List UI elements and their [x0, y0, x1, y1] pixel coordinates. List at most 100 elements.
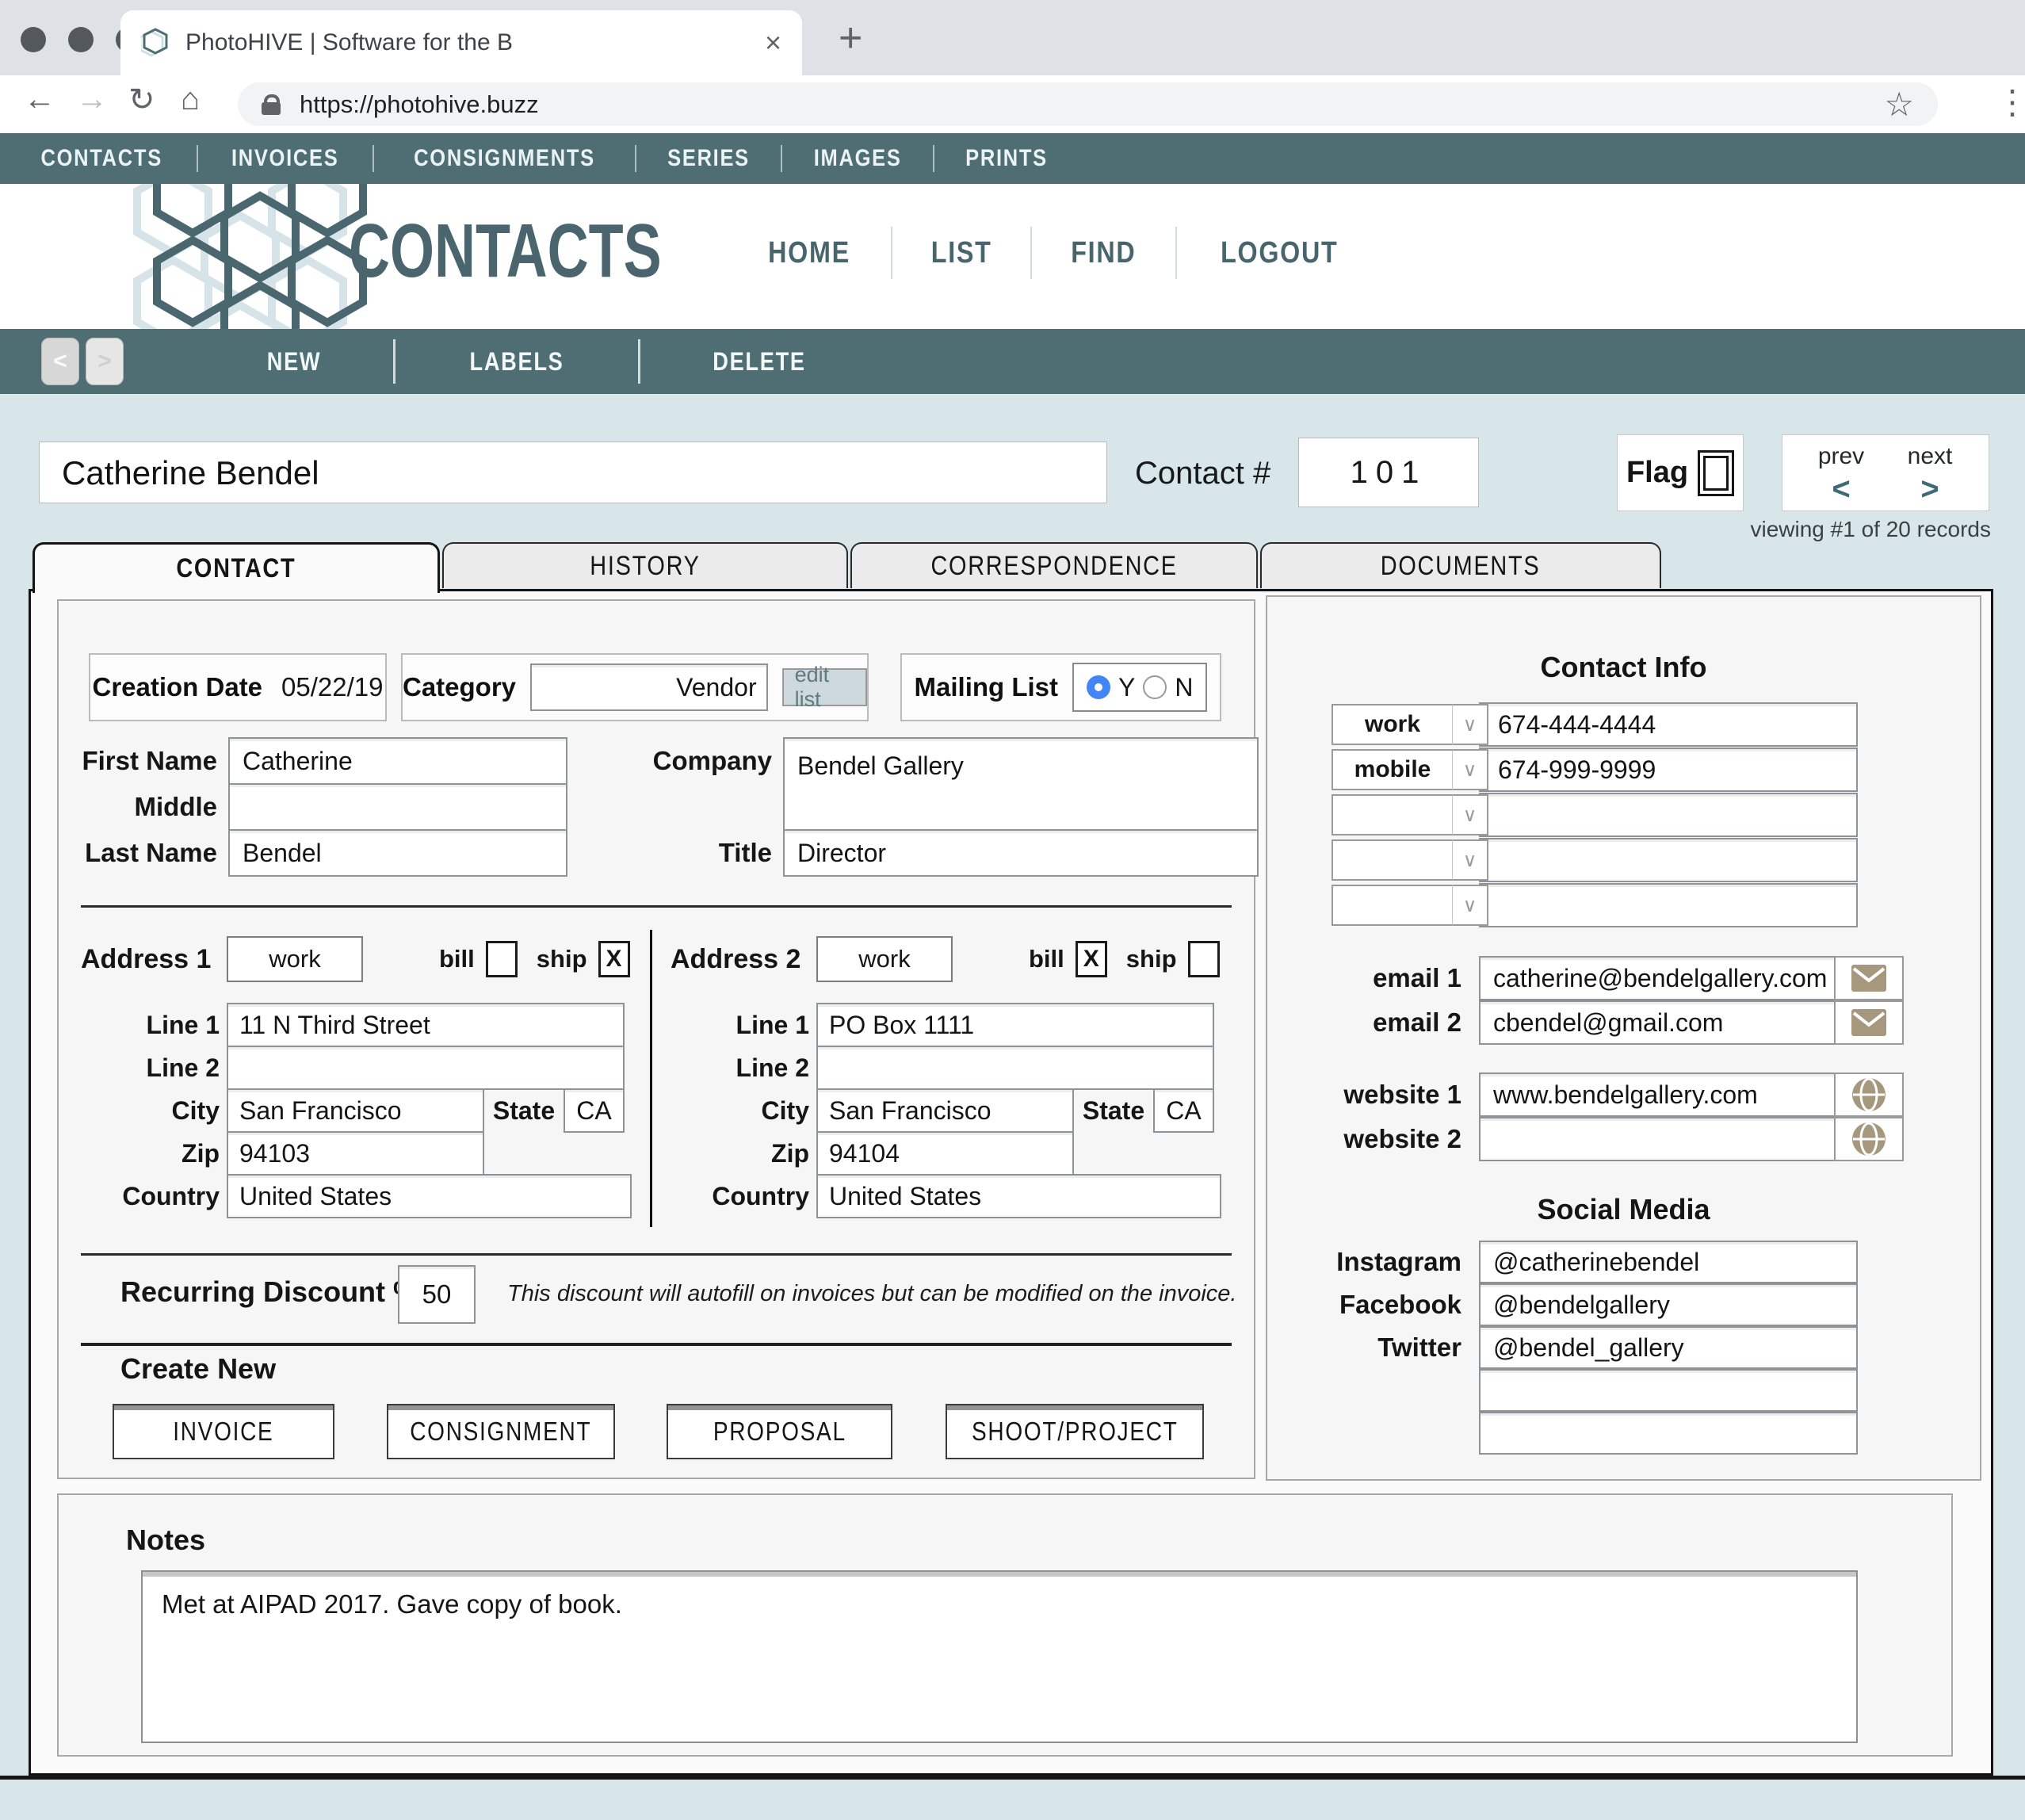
nav-invoices[interactable]: INVOICES: [231, 145, 339, 171]
next-record-button[interactable]: >: [1920, 472, 1939, 507]
create-shoot-project-button[interactable]: SHOOT/PROJECT: [946, 1404, 1204, 1459]
address1-type[interactable]: work: [227, 936, 363, 982]
toolbar-delete-button[interactable]: DELETE: [713, 346, 806, 376]
website2-input[interactable]: [1479, 1117, 1836, 1161]
social-input[interactable]: [1479, 1412, 1858, 1455]
tab-correspondence[interactable]: CORRESPONDENCE: [850, 542, 1258, 588]
chevron-down-icon[interactable]: ∨: [1452, 839, 1488, 881]
chevron-down-icon[interactable]: ∨: [1452, 794, 1488, 835]
address1-ship-checkbox[interactable]: X: [598, 941, 630, 977]
chevron-down-icon[interactable]: ∨: [1452, 704, 1488, 745]
phone-type-select[interactable]: [1332, 885, 1454, 926]
menu-find[interactable]: FIND: [1071, 235, 1137, 270]
tab-documents[interactable]: DOCUMENTS: [1260, 542, 1661, 588]
menu-home[interactable]: HOME: [768, 235, 850, 270]
url-text[interactable]: https://photohive.buzz: [300, 90, 539, 118]
address1-line1-input[interactable]: 11 N Third Street: [227, 1003, 625, 1047]
menu-logout[interactable]: LOGOUT: [1221, 235, 1339, 270]
first-name-input[interactable]: Catherine: [228, 737, 567, 785]
record-forward-button[interactable]: >: [86, 338, 124, 385]
phone-input[interactable]: [1479, 883, 1858, 927]
instagram-input[interactable]: @catherinebendel: [1479, 1241, 1858, 1283]
mailing-yes-radio[interactable]: [1087, 675, 1111, 699]
address1-city-input[interactable]: San Francisco: [227, 1088, 484, 1133]
phone-input[interactable]: [1479, 838, 1858, 882]
forward-icon[interactable]: →: [76, 82, 108, 117]
new-tab-button[interactable]: +: [839, 15, 863, 61]
address2-state-input[interactable]: CA: [1153, 1088, 1214, 1133]
menu-list[interactable]: LIST: [930, 235, 992, 270]
address2-city-input[interactable]: San Francisco: [816, 1088, 1074, 1133]
edit-list-button[interactable]: edit list: [781, 663, 867, 711]
window-close-button[interactable]: [21, 27, 46, 52]
address1-state-input[interactable]: CA: [564, 1088, 625, 1133]
create-proposal-button[interactable]: PROPOSAL: [667, 1404, 892, 1459]
email2-input[interactable]: cbendel@gmail.com: [1479, 1000, 1836, 1045]
creation-date-value: 05/22/19: [281, 672, 384, 702]
toolbar-labels-button[interactable]: LABELS: [469, 346, 564, 376]
phone-type-select[interactable]: [1332, 794, 1454, 835]
bookmark-star-icon[interactable]: ☆: [1884, 86, 1914, 123]
email1-input[interactable]: catherine@bendelgallery.com: [1479, 956, 1836, 1000]
title-input[interactable]: Director: [783, 829, 1259, 877]
phone-input[interactable]: [1479, 793, 1858, 837]
window-minimize-button[interactable]: [68, 27, 94, 52]
last-name-input[interactable]: Bendel: [228, 829, 567, 877]
discount-input[interactable]: 50: [398, 1265, 476, 1324]
twitter-input[interactable]: @bendel_gallery: [1479, 1326, 1858, 1369]
prev-record-button[interactable]: <: [1832, 472, 1851, 507]
reload-icon[interactable]: ↻: [128, 82, 155, 117]
address1-bill-checkbox[interactable]: [485, 941, 518, 977]
home-icon[interactable]: ⌂: [181, 82, 201, 117]
chevron-down-icon[interactable]: ∨: [1452, 749, 1488, 790]
category-input[interactable]: Vendor: [530, 663, 768, 711]
address2-type[interactable]: work: [816, 936, 953, 982]
address2-bill-checkbox[interactable]: X: [1075, 941, 1107, 977]
open-website-button[interactable]: [1834, 1117, 1904, 1161]
tab-contact[interactable]: CONTACT: [32, 542, 440, 593]
back-icon[interactable]: ←: [24, 82, 55, 117]
nav-prints[interactable]: PRINTS: [965, 145, 1049, 171]
phone-type-select[interactable]: [1332, 839, 1454, 881]
chevron-down-icon[interactable]: ∨: [1452, 885, 1488, 926]
phone-type-select[interactable]: mobile: [1332, 749, 1454, 790]
notes-textarea[interactable]: Met at AIPAD 2017. Gave copy of book.: [141, 1570, 1858, 1743]
send-email-button[interactable]: [1834, 1000, 1904, 1045]
address2-ship-checkbox[interactable]: [1187, 941, 1220, 977]
website1-input[interactable]: www.bendelgallery.com: [1479, 1072, 1836, 1117]
toolbar-new-button[interactable]: NEW: [266, 346, 322, 376]
tab-close-icon[interactable]: ×: [764, 26, 781, 59]
company-input[interactable]: Bendel Gallery: [783, 737, 1259, 832]
contact-name-input[interactable]: Catherine Bendel: [39, 442, 1107, 503]
create-consignment-button[interactable]: CONSIGNMENT: [387, 1404, 615, 1459]
browser-menu-icon[interactable]: ⋮: [1996, 83, 2025, 120]
tab-history[interactable]: HISTORY: [442, 542, 848, 588]
address1-zip-input[interactable]: 94103: [227, 1131, 484, 1176]
send-email-button[interactable]: [1834, 956, 1904, 1000]
nav-series[interactable]: SERIES: [667, 145, 750, 171]
line1-label: Line 1: [146, 1011, 220, 1039]
address2-country-input[interactable]: United States: [816, 1174, 1221, 1218]
address1-country-input[interactable]: United States: [227, 1174, 632, 1218]
phone-input[interactable]: 674-999-9999: [1479, 748, 1858, 792]
middle-name-input[interactable]: [228, 783, 567, 831]
open-website-button[interactable]: [1834, 1072, 1904, 1117]
phone-type-select[interactable]: work: [1332, 704, 1454, 745]
facebook-input[interactable]: @bendelgallery: [1479, 1283, 1858, 1326]
create-invoice-button[interactable]: INVOICE: [113, 1404, 334, 1459]
nav-consignments[interactable]: CONSIGNMENTS: [413, 145, 595, 171]
address2-line2-input[interactable]: [816, 1046, 1214, 1090]
nav-contacts[interactable]: CONTACTS: [40, 145, 162, 171]
phone-input[interactable]: 674-444-4444: [1479, 702, 1858, 747]
mailing-no-radio[interactable]: [1143, 675, 1167, 699]
contact-number-input[interactable]: 101: [1298, 438, 1479, 507]
browser-tab[interactable]: PhotoHIVE | Software for the B ×: [120, 10, 802, 75]
address-bar[interactable]: https://photohive.buzz ☆: [238, 82, 1938, 126]
flag-checkbox[interactable]: [1698, 449, 1735, 496]
nav-images[interactable]: IMAGES: [813, 145, 902, 171]
record-back-button[interactable]: <: [41, 338, 79, 385]
address2-line1-input[interactable]: PO Box 1111: [816, 1003, 1214, 1047]
address2-zip-input[interactable]: 94104: [816, 1131, 1074, 1176]
social-input[interactable]: [1479, 1369, 1858, 1412]
address1-line2-input[interactable]: [227, 1046, 625, 1090]
